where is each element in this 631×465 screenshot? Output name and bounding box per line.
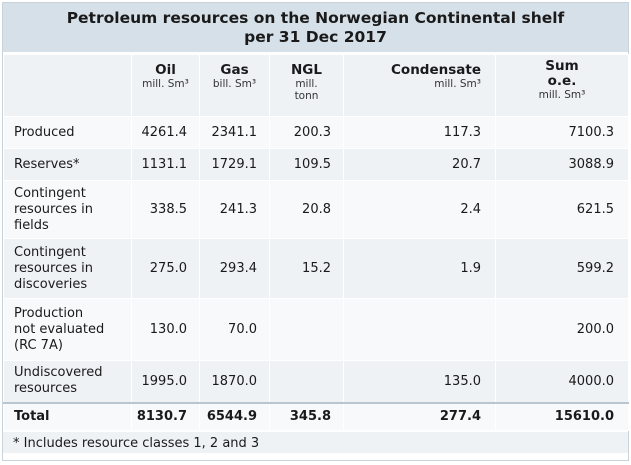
table-title: Petroleum resources on the Norwegian Con…	[3, 3, 628, 54]
table-row: Contingent resources in fields 338.5 241…	[3, 180, 629, 239]
cell-oil: 130.0	[131, 298, 200, 361]
row-label-line: (RC 7A)	[14, 337, 63, 353]
row-label-line: resources in	[14, 260, 93, 276]
total-label: Total	[3, 401, 132, 431]
header-oil-unit: mill. Sm³	[142, 78, 189, 90]
header-condensate-name: Condensate	[391, 62, 481, 78]
header-sum-name-1: Sum	[545, 58, 579, 74]
cell-sum: 599.2	[495, 238, 629, 299]
header-gas-unit: bill. Sm³	[212, 78, 257, 90]
header-sum-unit: mill. Sm³	[538, 89, 586, 101]
header-gas-name: Gas	[220, 62, 249, 78]
cell-ngl: 15.2	[269, 238, 344, 299]
cell-condensate: 20.7	[343, 148, 496, 181]
table-row: Reserves* 1131.1 1729.1 109.5 20.7 3088.…	[3, 148, 629, 181]
header-condensate: Condensate mill. Sm³	[343, 54, 496, 117]
row-label-line: discoveries	[14, 276, 88, 292]
cell-sum: 7100.3	[495, 116, 629, 149]
row-label-line: resources	[14, 381, 78, 397]
header-oil-name: Oil	[155, 62, 176, 78]
header-condensate-unit: mill. Sm³	[434, 78, 481, 90]
header-sum: Sum o.e. mill. Sm³	[495, 54, 629, 117]
table-row: Production not evaluated (RC 7A) 130.0 7…	[3, 298, 629, 361]
header-gas: Gas bill. Sm³	[199, 54, 270, 117]
header-ngl-unit-1: mill.	[295, 78, 318, 90]
total-row: Total 8130.7 6544.9 345.8 277.4 15610.0	[3, 401, 629, 431]
title-line-1: Petroleum resources on the Norwegian Con…	[66, 9, 565, 27]
cell-condensate	[343, 298, 496, 361]
cell-oil: 338.5	[131, 180, 200, 239]
cell-gas: 1729.1	[199, 148, 270, 181]
cell-gas: 293.4	[199, 238, 270, 299]
cell-ngl: 109.5	[269, 148, 344, 181]
row-label: Reserves*	[3, 148, 132, 181]
cell-condensate: 2.4	[343, 180, 496, 239]
title-line-2: per 31 Dec 2017	[244, 28, 387, 46]
cell-ngl: 200.3	[269, 116, 344, 149]
table-row: Contingent resources in discoveries 275.…	[3, 238, 629, 299]
row-label-line: resources in	[14, 201, 93, 217]
footnote: * Includes resource classes 1, 2 and 3	[3, 431, 628, 453]
cell-oil: 1131.1	[131, 148, 200, 181]
cell-oil: 4261.4	[131, 116, 200, 149]
cell-gas: 2341.1	[199, 116, 270, 149]
cell-oil: 275.0	[131, 238, 200, 299]
header-row: Oil mill. Sm³ Gas bill. Sm³ NGL mill. to…	[3, 54, 629, 117]
row-label-line: Contingent	[14, 185, 86, 201]
row-label-line: not evaluated	[14, 321, 105, 337]
cell-sum: 200.0	[495, 298, 629, 361]
cell-ngl	[269, 360, 344, 403]
cell-sum: 4000.0	[495, 360, 629, 403]
header-ngl-unit-2: tonn	[294, 90, 319, 102]
cell-sum: 621.5	[495, 180, 629, 239]
row-label: Contingent resources in fields	[3, 180, 132, 239]
cell-oil: 1995.0	[131, 360, 200, 403]
cell-condensate: 135.0	[343, 360, 496, 403]
total-gas: 6544.9	[199, 401, 270, 431]
total-oil: 8130.7	[131, 401, 200, 431]
header-ngl-name: NGL	[291, 62, 322, 78]
cell-gas: 70.0	[199, 298, 270, 361]
total-ngl: 345.8	[269, 401, 344, 431]
header-ngl: NGL mill. tonn	[269, 54, 344, 117]
row-label: Produced	[3, 116, 132, 149]
cell-condensate: 1.9	[343, 238, 496, 299]
resource-table: Oil mill. Sm³ Gas bill. Sm³ NGL mill. to…	[3, 54, 629, 431]
cell-gas: 1870.0	[199, 360, 270, 403]
cell-condensate: 117.3	[343, 116, 496, 149]
header-sum-name-2: o.e.	[547, 73, 577, 89]
row-label-line: Production	[14, 305, 84, 321]
table-row: Undiscovered resources 1995.0 1870.0 135…	[3, 360, 629, 403]
header-empty	[3, 54, 132, 117]
total-sum: 15610.0	[495, 401, 629, 431]
row-label: Contingent resources in discoveries	[3, 238, 132, 299]
total-condensate: 277.4	[343, 401, 496, 431]
row-label-line: Contingent	[14, 244, 86, 260]
row-label: Undiscovered resources	[3, 360, 132, 403]
cell-gas: 241.3	[199, 180, 270, 239]
table-row: Produced 4261.4 2341.1 200.3 117.3 7100.…	[3, 116, 629, 149]
row-label: Production not evaluated (RC 7A)	[3, 298, 132, 361]
header-oil: Oil mill. Sm³	[131, 54, 200, 117]
cell-ngl: 20.8	[269, 180, 344, 239]
cell-ngl	[269, 298, 344, 361]
row-label-line: Undiscovered	[14, 365, 103, 381]
cell-sum: 3088.9	[495, 148, 629, 181]
row-label-line: fields	[14, 217, 49, 233]
